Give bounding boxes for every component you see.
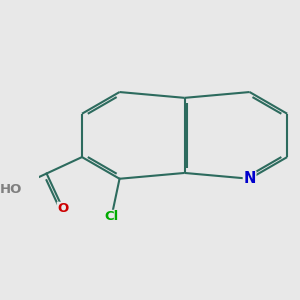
Text: O: O [57,202,69,215]
Text: HO: HO [0,183,22,196]
Text: N: N [243,171,256,186]
Text: Cl: Cl [105,210,119,224]
